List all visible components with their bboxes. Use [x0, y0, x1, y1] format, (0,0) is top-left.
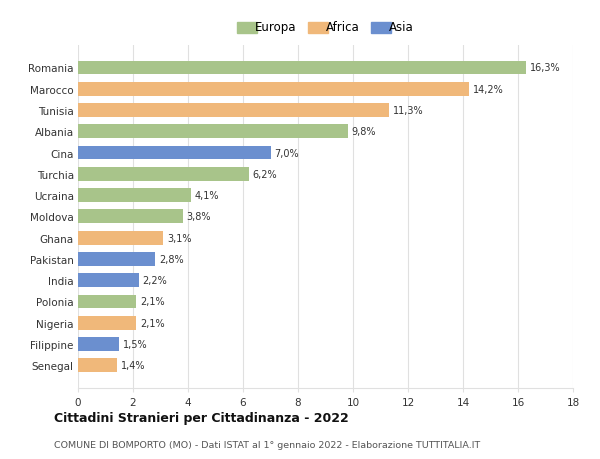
- Bar: [78, 231, 163, 245]
- Bar: [78, 316, 136, 330]
- Text: 2,2%: 2,2%: [143, 275, 167, 285]
- Bar: [78, 358, 116, 372]
- Bar: [78, 252, 155, 266]
- Legend: Europa, Africa, Asia: Europa, Africa, Asia: [233, 17, 418, 38]
- Text: 1,5%: 1,5%: [124, 339, 148, 349]
- Text: 16,3%: 16,3%: [530, 63, 561, 73]
- Text: Cittadini Stranieri per Cittadinanza - 2022: Cittadini Stranieri per Cittadinanza - 2…: [54, 412, 349, 425]
- Text: COMUNE DI BOMPORTO (MO) - Dati ISTAT al 1° gennaio 2022 - Elaborazione TUTTITALI: COMUNE DI BOMPORTO (MO) - Dati ISTAT al …: [54, 440, 480, 449]
- Text: 4,1%: 4,1%: [195, 190, 220, 201]
- Bar: [78, 168, 248, 181]
- Bar: [78, 146, 271, 160]
- Text: 14,2%: 14,2%: [473, 84, 503, 95]
- Text: 9,8%: 9,8%: [352, 127, 376, 137]
- Text: 3,8%: 3,8%: [187, 212, 211, 222]
- Bar: [78, 62, 526, 75]
- Bar: [78, 295, 136, 308]
- Bar: [78, 125, 347, 139]
- Bar: [78, 83, 469, 96]
- Text: 6,2%: 6,2%: [253, 169, 277, 179]
- Text: 2,1%: 2,1%: [140, 297, 164, 307]
- Text: 11,3%: 11,3%: [393, 106, 424, 116]
- Bar: [78, 274, 139, 287]
- Text: 7,0%: 7,0%: [275, 148, 299, 158]
- Bar: [78, 210, 182, 224]
- Text: 1,4%: 1,4%: [121, 360, 145, 370]
- Bar: [78, 189, 191, 202]
- Bar: [78, 104, 389, 118]
- Text: 2,8%: 2,8%: [159, 254, 184, 264]
- Text: 3,1%: 3,1%: [167, 233, 192, 243]
- Bar: [78, 337, 119, 351]
- Text: 2,1%: 2,1%: [140, 318, 164, 328]
